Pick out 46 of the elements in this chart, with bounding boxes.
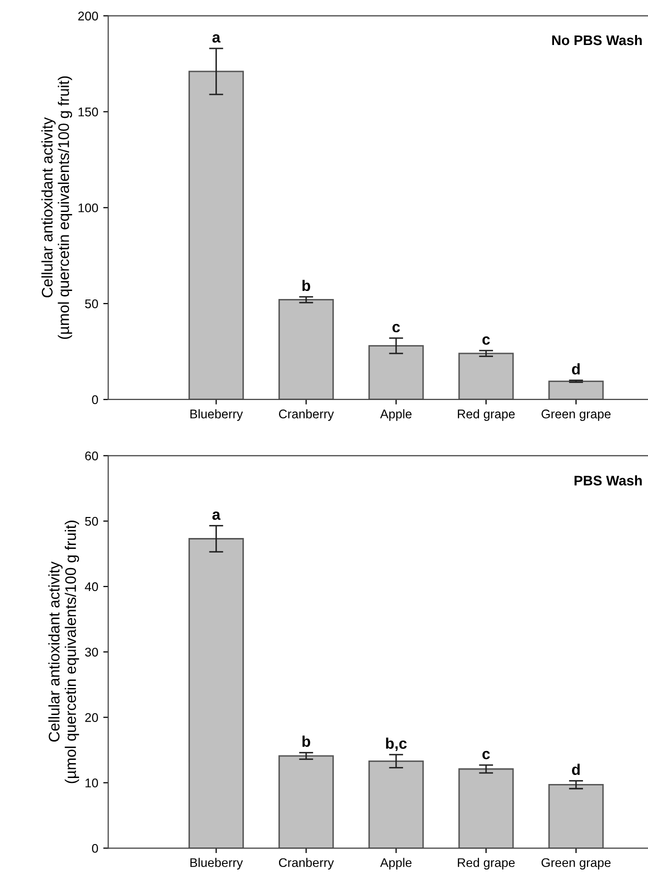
bar [368, 760, 424, 848]
bar [368, 345, 424, 400]
x-tick-label: Red grape [458, 858, 515, 870]
y-tick-label: 60 [85, 451, 98, 460]
y-tick-label: 40 [84, 582, 98, 592]
y-tick-label: 10 [86, 778, 98, 788]
y-tick-label: 0 [92, 844, 98, 853]
y-tick-label: 150 [78, 108, 98, 116]
x-tick-label: Cranberry [278, 409, 334, 421]
annotation: No PBS Wash [552, 34, 642, 46]
bar [278, 299, 334, 400]
y-tick-label: 50 [85, 299, 98, 308]
x-tick-label: Green grape [542, 858, 611, 870]
y-tick-label: 20 [85, 713, 98, 722]
annotation: c [482, 336, 490, 345]
x-tick-label: Apple [380, 858, 412, 870]
x-tick-label: Blueberry [190, 409, 243, 421]
annotation: b,c [386, 738, 407, 752]
bar [548, 784, 604, 848]
annotation: b [302, 736, 310, 747]
annotation: d [572, 363, 580, 375]
annotation: a [212, 512, 221, 520]
bar [458, 352, 514, 400]
annotation: PBS Wash [574, 475, 642, 486]
y-tick-label: 200 [78, 12, 98, 20]
y-tick-label: 0 [92, 395, 98, 404]
annotation: c [482, 750, 490, 760]
x-tick-label: Cranberry [278, 858, 334, 870]
x-tick-label: Red grape [458, 409, 515, 421]
annotation: c [392, 324, 400, 332]
x-tick-label: Apple [380, 409, 412, 421]
bar [548, 380, 604, 400]
annotation: d [572, 764, 580, 775]
x-tick-label: Blueberry [190, 858, 243, 870]
y-tick-label: 50 [85, 516, 98, 526]
bar [188, 70, 244, 400]
bar [188, 538, 244, 848]
y-axis-title: Cellular antioxidant activity (µmol quercetin equivalents/100 g fruit) [48, 520, 80, 784]
y-tick-label: 30 [85, 648, 98, 657]
y-tick-label: 100 [78, 203, 98, 212]
y-axis-title: Cellular antioxidant activity (µmol quercetin equivalents/100 g fruit) [41, 76, 72, 339]
bar [278, 755, 334, 848]
annotation: b [302, 280, 310, 292]
annotation: a [212, 34, 221, 43]
x-tick-label: Green grape [542, 410, 611, 421]
bar [458, 768, 514, 848]
